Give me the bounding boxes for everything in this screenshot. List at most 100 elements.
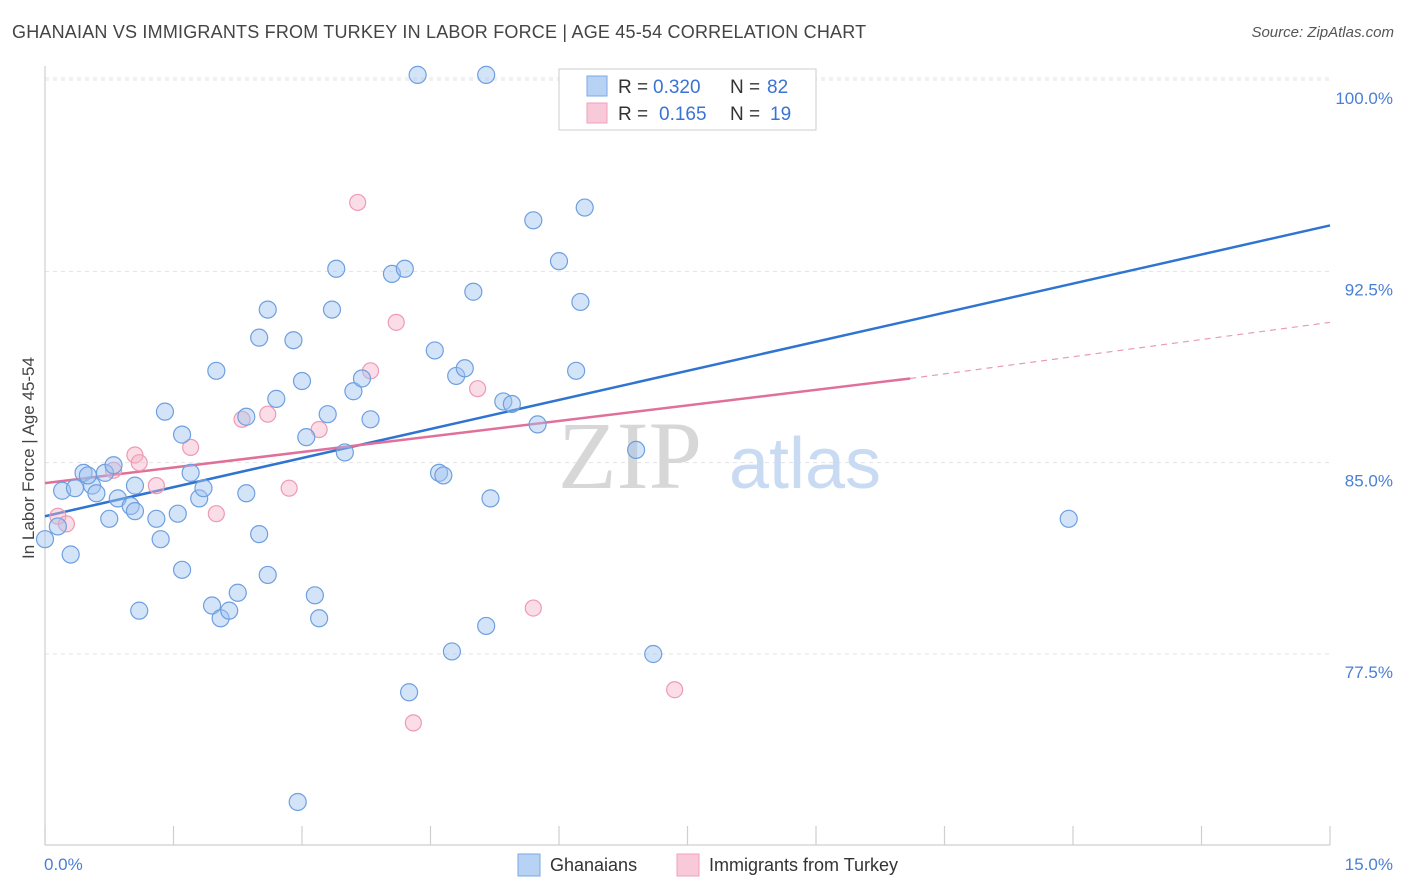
data-point-ghanaians — [35, 530, 55, 549]
data-point-turkey — [280, 479, 298, 497]
data-point-turkey — [207, 505, 225, 523]
y-tick-label: 100.0% — [1335, 89, 1393, 108]
data-point-ghanaians — [1059, 509, 1078, 528]
data-point-ghanaians — [48, 517, 67, 536]
data-point-ghanaians — [481, 489, 500, 508]
source-label: Source: ZipAtlas.com — [1251, 24, 1394, 41]
axes — [44, 66, 1331, 846]
data-point-turkey — [524, 599, 542, 617]
trend-lines — [44, 224, 1331, 518]
data-point-ghanaians — [155, 402, 175, 421]
legend-n-label-2: N = — [730, 104, 760, 125]
data-point-ghanaians — [455, 359, 474, 378]
data-point-ghanaians — [292, 371, 312, 391]
data-point-ghanaians — [202, 596, 222, 615]
data-point-ghanaians — [78, 466, 97, 485]
data-point-turkey — [182, 438, 200, 456]
data-point-turkey — [259, 405, 277, 423]
trend-line-turkey-extension — [910, 321, 1331, 380]
legend-n-label-1: N = — [730, 77, 760, 98]
data-point-turkey — [666, 681, 684, 699]
data-point-ghanaians — [288, 792, 307, 812]
chart-title: GHANAIAN VS IMMIGRANTS FROM TURKEY IN LA… — [12, 22, 867, 42]
data-point-ghanaians — [168, 504, 187, 523]
bottom-legend-label-turkey: Immigrants from Turkey — [709, 855, 898, 875]
legend-n-value-1: 82 — [767, 77, 788, 98]
trend-line-turkey — [44, 377, 911, 485]
data-point-ghanaians — [207, 361, 226, 380]
data-point-ghanaians — [434, 466, 453, 485]
data-point-ghanaians — [425, 341, 444, 360]
data-point-ghanaians — [477, 616, 496, 636]
data-point-ghanaians — [237, 484, 256, 503]
legend-n-value-2: 19 — [770, 104, 791, 125]
watermark-atlas: atlas — [729, 424, 881, 504]
bottom-legend-swatch-ghanaians — [517, 853, 541, 877]
legend-swatch-turkey — [586, 102, 608, 124]
data-point-ghanaians — [61, 545, 80, 564]
data-point-ghanaians — [267, 389, 286, 408]
data-point-ghanaians — [322, 300, 342, 319]
y-tick-labels: 77.5% 85.0% 92.5% 100.0% — [1335, 89, 1393, 682]
y-tick-label: 92.5% — [1345, 280, 1393, 299]
data-point-turkey — [387, 313, 405, 331]
data-point-ghanaians — [344, 382, 363, 401]
data-point-turkey — [349, 193, 367, 212]
data-point-ghanaians — [87, 484, 106, 503]
data-point-ghanaians — [172, 425, 192, 444]
data-point-ghanaians — [395, 259, 414, 278]
trend-line-ghanaians — [44, 224, 1331, 518]
data-point-ghanaians — [194, 479, 213, 498]
data-point-ghanaians — [305, 586, 324, 605]
legend-r-value-2: 0.165 — [659, 104, 707, 125]
data-point-ghanaians — [258, 300, 277, 319]
y-tick-label: 85.0% — [1345, 472, 1393, 491]
legend-r-value-1: 0.320 — [653, 77, 701, 98]
data-point-ghanaians — [626, 440, 646, 460]
data-point-ghanaians — [130, 601, 149, 620]
data-point-ghanaians — [100, 509, 119, 528]
series-legend: Ghanaians Immigrants from Turkey — [517, 853, 898, 877]
data-point-ghanaians — [549, 252, 569, 271]
data-point-ghanaians — [571, 292, 590, 312]
x-tick-label: 0.0% — [44, 855, 83, 874]
data-point-ghanaians — [228, 583, 247, 602]
data-point-ghanaians — [181, 463, 200, 482]
data-point-ghanaians — [524, 211, 543, 230]
data-point-ghanaians — [335, 443, 354, 462]
data-point-ghanaians — [361, 410, 380, 429]
data-point-ghanaians — [464, 282, 483, 301]
data-point-ghanaians — [147, 509, 166, 528]
data-point-ghanaians — [442, 642, 462, 661]
bottom-legend-label-ghanaians: Ghanaians — [550, 855, 637, 875]
data-point-ghanaians — [528, 415, 547, 434]
data-point-ghanaians — [258, 565, 277, 585]
grid-lines — [45, 77, 1330, 655]
data-point-turkey — [130, 454, 148, 472]
data-point-ghanaians — [125, 502, 145, 521]
legend-swatch-ghanaians — [586, 75, 608, 97]
data-point-ghanaians — [408, 65, 427, 84]
data-point-ghanaians — [250, 328, 269, 347]
data-point-ghanaians — [644, 644, 663, 664]
data-point-ghanaians — [327, 259, 346, 278]
data-point-ghanaians — [237, 407, 256, 426]
data-point-ghanaians — [310, 609, 329, 628]
y-tick-label: 77.5% — [1345, 663, 1393, 682]
data-point-ghanaians — [284, 331, 303, 350]
data-point-ghanaians — [172, 560, 192, 579]
data-point-ghanaians — [65, 479, 85, 498]
data-point-ghanaians — [125, 476, 145, 495]
data-point-ghanaians — [399, 683, 419, 702]
data-point-ghanaians — [567, 361, 586, 380]
data-point-ghanaians — [220, 601, 239, 620]
data-point-ghanaians — [250, 524, 269, 544]
data-point-turkey — [404, 714, 422, 732]
y-axis-label: In Labor Force | Age 45-54 — [19, 357, 38, 559]
data-point-ghanaians — [297, 428, 316, 447]
x-tick-label: 15.0% — [1345, 855, 1393, 874]
data-point-ghanaians — [502, 394, 521, 414]
data-point-ghanaians — [352, 369, 372, 388]
bottom-legend-swatch-turkey — [676, 853, 700, 877]
